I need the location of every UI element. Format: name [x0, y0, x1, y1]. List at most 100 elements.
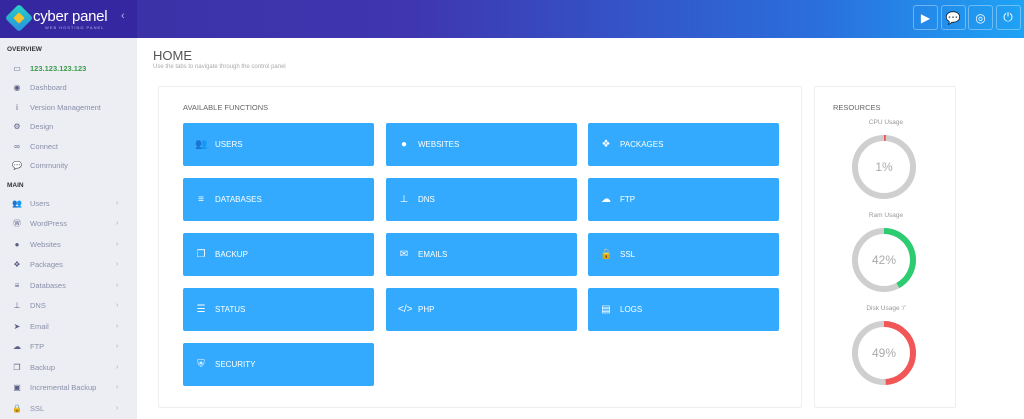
sidebar-item-incremental-backup[interactable]: ▣ Incremental Backup ›	[0, 379, 137, 397]
function-ftp-button[interactable]: ☁ FTP	[588, 178, 779, 221]
chevron-right-icon: ›	[116, 322, 119, 330]
youtube-button[interactable]: ▶	[913, 5, 938, 30]
function-label: PACKAGES	[620, 140, 664, 149]
gauge-label: Disk Usage '/'	[866, 305, 906, 312]
chevron-right-icon: ›	[116, 199, 119, 207]
brand-subtitle: WEB HOSTING PANEL	[45, 25, 105, 30]
info-icon: i	[16, 102, 18, 112]
function-emails-button[interactable]: ✉ EMAILS	[386, 233, 577, 276]
sidebar-item-packages[interactable]: ❖ Packages ›	[0, 256, 137, 274]
sidebar-item-label: Users	[30, 198, 50, 208]
sidebar-item-dashboard[interactable]: ◉ Dashboard	[0, 79, 137, 97]
sidebar-item-123-123-123-123[interactable]: ▭ 123.123.123.123	[0, 59, 137, 77]
sidebar-item-email[interactable]: ➤ Email ›	[0, 317, 137, 335]
function-label: SSL	[620, 250, 636, 259]
resources-title: RESOURCES	[833, 103, 881, 112]
chat-button[interactable]: 💬	[940, 5, 966, 30]
sidebar-item-connect[interactable]: ∞ Connect	[0, 137, 137, 155]
usage-gauge	[852, 135, 916, 199]
sidebar-item-label: Connect	[30, 141, 58, 151]
sidebar-item-ssl[interactable]: 🔒 SSL ›	[0, 399, 137, 417]
file-icon: ▤	[601, 304, 611, 315]
sidebar-item-databases[interactable]: ≡ Databases ›	[0, 276, 137, 294]
sidebar-item-ftp[interactable]: ☁ FTP ›	[0, 338, 137, 356]
function-ssl-button[interactable]: 🔒 SSL	[588, 233, 779, 276]
sidebar-item-label: Backup	[30, 362, 56, 372]
comments-icon: 💬	[12, 161, 22, 170]
function-label: FTP	[620, 195, 636, 204]
function-label: BACKUP	[215, 250, 248, 259]
function-label: DNS	[418, 195, 435, 204]
lock-icon: 🔒	[600, 249, 613, 260]
power-icon: ⏻	[1003, 10, 1013, 24]
sidebar: OVERVIEW MAIN ▭ 123.123.123.123 ◉ Dashboard…	[0, 38, 137, 419]
chevron-right-icon: ›	[116, 261, 119, 268]
function-label: SECURITY	[215, 360, 256, 369]
sidebar-item-label: Dashboard	[30, 83, 67, 92]
copy-icon: ❐	[196, 249, 206, 260]
gauge-value: 49%	[871, 346, 897, 360]
chevron-right-icon: ›	[116, 240, 119, 248]
envelope-icon: ✉	[399, 249, 409, 260]
sidebar-item-label: Email	[30, 321, 49, 331]
page-title: HOME	[153, 48, 192, 63]
function-label: PHP	[418, 305, 435, 314]
sidebar-item-websites[interactable]: ● Websites ›	[0, 235, 137, 253]
function-dns-button[interactable]: ⊥ DNS	[386, 178, 577, 221]
sidebar-item-wordpress[interactable]: Ⓦ WordPress ›	[0, 215, 137, 233]
support-button[interactable]: ◎	[968, 5, 993, 30]
top-bar	[0, 0, 1024, 38]
function-users-button[interactable]: 👥 USERS	[183, 123, 374, 166]
function-label: EMAILS	[418, 250, 448, 259]
cubes-icon: ❖	[13, 260, 21, 269]
function-label: LOGS	[620, 305, 643, 314]
dashboard-icon: ◉	[13, 83, 21, 92]
chevron-right-icon: ›	[116, 384, 119, 391]
sidebar-item-design[interactable]: ⚙ Design	[0, 118, 137, 136]
function-php-button[interactable]: </> PHP	[386, 288, 577, 331]
sidebar-item-users[interactable]: 👥 Users ›	[0, 194, 137, 212]
laptop-icon: ▭	[13, 63, 21, 73]
copy-icon: ❐	[13, 362, 21, 372]
function-status-button[interactable]: ☰ STATUS	[183, 288, 374, 331]
users-icon: 👥	[12, 198, 22, 208]
cyberpanel-logo-icon	[4, 3, 34, 33]
brand-name: cyber panel	[33, 8, 108, 25]
support-icon: ◎	[975, 10, 986, 25]
sidebar-item-label: 123.123.123.123	[30, 63, 87, 73]
chevron-right-icon: ›	[116, 343, 119, 350]
function-label: STATUS	[215, 305, 246, 314]
function-websites-button[interactable]: ● WEBSITES	[386, 123, 577, 166]
sidebar-item-label: Version Management	[30, 102, 101, 112]
sidebar-item-backup[interactable]: ❐ Backup ›	[0, 358, 137, 376]
power-button[interactable]: ⏻	[995, 5, 1021, 30]
gear-icon: ⚙	[13, 122, 21, 131]
cubes-icon: ❖	[601, 139, 611, 150]
users-icon: 👥	[195, 139, 208, 150]
main-heading: MAIN	[7, 182, 24, 189]
sidebar-item-dns[interactable]: ⊥ DNS ›	[0, 297, 137, 315]
database-icon: ≡	[14, 280, 20, 290]
server-icon: ☰	[196, 304, 206, 315]
function-logs-button[interactable]: ▤ LOGS	[588, 288, 779, 331]
function-security-button[interactable]: ⛨ SECURITY	[183, 343, 374, 386]
sidebar-item-community[interactable]: 💬 Community	[0, 157, 137, 175]
sidebar-item-label: DNS	[30, 301, 46, 310]
link-icon: ∞	[14, 141, 20, 151]
cloud-upload-icon: ☁	[13, 342, 21, 351]
gauge-value: 1%	[875, 160, 893, 174]
collapse-sidebar-button[interactable]: ‹	[121, 10, 125, 22]
brand: cyber panel WEB HOSTING PANEL ‹	[0, 0, 137, 38]
chevron-right-icon: ›	[116, 404, 119, 412]
function-databases-button[interactable]: ≡ DATABASES	[183, 178, 374, 221]
chevron-right-icon: ›	[116, 302, 119, 309]
sidebar-item-label: Incremental Backup	[30, 383, 97, 392]
gauge-fill	[852, 228, 916, 292]
gauge-value: 42%	[871, 253, 897, 267]
gauge-fill	[852, 321, 916, 385]
function-backup-button[interactable]: ❐ BACKUP	[183, 233, 374, 276]
function-packages-button[interactable]: ❖ PACKAGES	[588, 123, 779, 166]
usage-gauge	[852, 321, 916, 385]
sidebar-item-version-management[interactable]: i Version Management	[0, 98, 137, 116]
paper-plane-icon: ➤	[13, 321, 21, 331]
